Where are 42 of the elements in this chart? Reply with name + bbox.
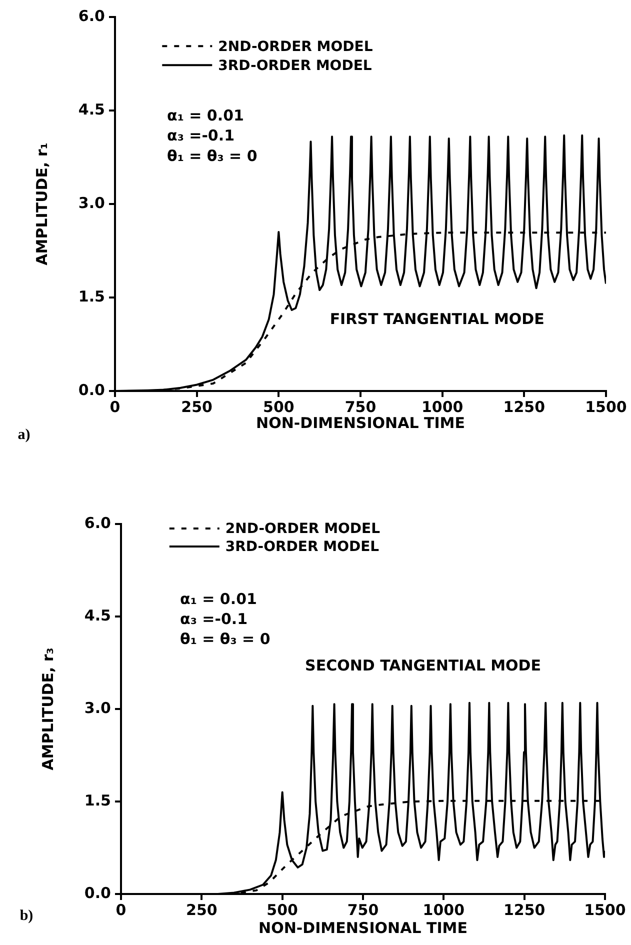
annotation: FIRST TANGENTIAL MODE [330,310,544,328]
text: b) [20,908,34,924]
y-tick-label: 4.5 [78,100,105,118]
x-tick-label: 1250 [503,900,546,919]
x-tick-label: 0 [116,900,126,919]
x-tick-label: 1250 [503,398,546,416]
legend-label: 2ND-ORDER MODEL [218,38,373,55]
x-tick-label: 0 [110,398,120,416]
y-tick-label: 3.0 [78,194,105,212]
x-tick-label: 500 [263,398,294,416]
x-tick-label: 1500 [585,398,627,416]
y-tick-label: 0.0 [78,380,105,399]
y-tick-label: 3.0 [84,698,111,717]
legend-label: 3RD-ORDER MODEL [225,539,380,556]
legend-label: 2ND-ORDER MODEL [225,521,380,538]
y-axis-title: AMPLITUDE, r₁ [32,142,51,266]
y-tick-label: 1.5 [78,287,105,306]
y-tick-label: 0.0 [84,884,111,902]
annotation: SECOND TANGENTIAL MODE [305,656,541,675]
x-tick-label: 1000 [422,900,465,919]
x-axis-title: NON-DIMENSIONAL TIME [256,414,465,432]
annotation: α₁ = 0.01 [167,106,244,125]
annotation: θ₁ = θ₃ = 0 [180,630,270,648]
text: a) [18,427,30,444]
x-tick-label: 500 [266,900,298,919]
y-tick-label: 6.0 [84,514,111,532]
y-tick-label: 6.0 [78,6,105,25]
x-axis-title: NON-DIMENSIONAL TIME [258,918,468,937]
annotation: α₃ =-0.1 [167,126,235,145]
x-tick-label: 250 [186,900,218,919]
annotation: α₁ = 0.01 [180,590,257,608]
legend-label: 3RD-ORDER MODEL [218,58,372,74]
y-axis-title: AMPLITUDE, r₃ [38,648,57,770]
annotation: θ₁ = θ₃ = 0 [167,146,258,165]
x-tick-label: 250 [181,398,212,416]
x-tick-label: 750 [344,398,376,416]
x-tick-label: 750 [347,900,379,919]
y-tick-label: 4.5 [84,606,111,624]
x-tick-label: 1000 [421,398,464,416]
y-tick-label: 1.5 [84,791,111,810]
x-tick-label: 1500 [584,900,626,919]
annotation: α₃ =-0.1 [180,610,248,628]
